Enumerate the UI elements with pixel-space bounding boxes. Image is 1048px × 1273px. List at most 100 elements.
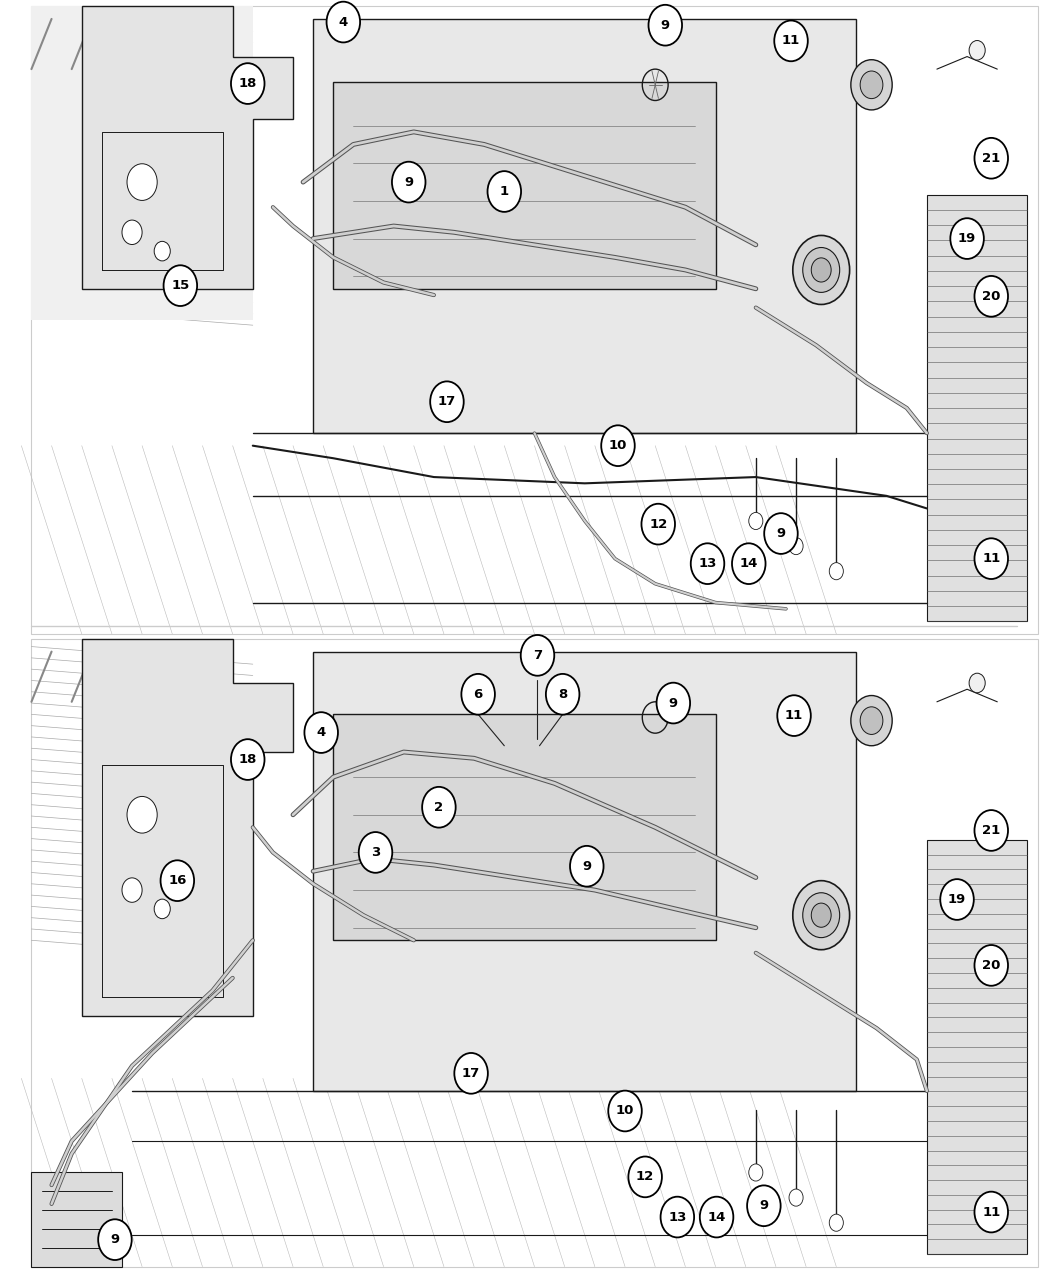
Text: 11: 11 [782,34,801,47]
Circle shape [127,797,157,833]
Text: 21: 21 [982,824,1001,836]
Text: 13: 13 [669,1211,686,1223]
Polygon shape [31,1172,122,1267]
Circle shape [792,881,850,950]
Circle shape [792,236,850,304]
Circle shape [358,833,392,873]
Text: 12: 12 [649,518,668,531]
Circle shape [975,1192,1008,1232]
Text: 13: 13 [698,558,717,570]
Circle shape [392,162,425,202]
Circle shape [570,845,604,886]
Circle shape [327,1,361,42]
Circle shape [975,538,1008,579]
Circle shape [99,1220,132,1260]
Circle shape [122,220,143,244]
Polygon shape [926,195,1027,621]
Circle shape [660,1197,694,1237]
Circle shape [969,41,985,60]
Text: 9: 9 [669,696,678,709]
Circle shape [975,810,1008,850]
Circle shape [455,1053,488,1094]
Text: 4: 4 [339,15,348,28]
Circle shape [163,265,197,306]
Circle shape [811,903,831,927]
Circle shape [160,861,194,901]
Circle shape [127,164,157,200]
Circle shape [803,247,839,293]
Text: 17: 17 [438,395,456,409]
Circle shape [608,1091,641,1132]
Circle shape [231,64,264,104]
Circle shape [860,707,882,735]
Circle shape [748,1164,763,1181]
Circle shape [422,787,456,827]
Text: 9: 9 [583,859,591,873]
Polygon shape [31,6,253,321]
Circle shape [122,878,143,903]
Circle shape [975,137,1008,178]
Circle shape [649,5,682,46]
Text: 19: 19 [947,892,966,906]
Text: 2: 2 [434,801,443,813]
Circle shape [487,171,521,211]
Circle shape [546,673,580,714]
Text: 11: 11 [982,1206,1001,1218]
Text: 3: 3 [371,847,380,859]
Circle shape [860,71,882,98]
Text: 10: 10 [616,1105,634,1118]
Text: 9: 9 [660,19,670,32]
Circle shape [851,695,892,746]
Circle shape [641,504,675,545]
Text: 8: 8 [558,687,567,700]
Text: 20: 20 [982,959,1001,971]
Circle shape [778,695,811,736]
Circle shape [829,563,844,579]
Circle shape [803,892,839,938]
Circle shape [940,880,974,920]
Circle shape [764,513,798,554]
Text: 18: 18 [239,754,257,766]
Text: 11: 11 [785,709,803,722]
Circle shape [154,899,170,919]
Text: 14: 14 [707,1211,726,1223]
Text: 9: 9 [110,1234,119,1246]
Circle shape [747,1185,781,1226]
Text: 9: 9 [777,527,786,540]
Circle shape [811,258,831,283]
Text: 17: 17 [462,1067,480,1080]
Circle shape [700,1197,734,1237]
Circle shape [732,544,765,584]
Text: 9: 9 [760,1199,768,1212]
Text: 9: 9 [405,176,413,188]
Text: 10: 10 [609,439,627,452]
Text: 7: 7 [533,649,542,662]
Bar [31,6,1038,634]
Circle shape [789,537,803,555]
Circle shape [461,673,495,714]
Circle shape [774,20,808,61]
Text: 1: 1 [500,185,509,199]
Polygon shape [313,19,856,433]
Text: 4: 4 [316,726,326,740]
Bar [31,639,1038,1267]
Circle shape [304,712,337,752]
Circle shape [951,218,984,258]
Text: 19: 19 [958,232,977,246]
Text: 18: 18 [239,78,257,90]
Polygon shape [333,81,716,289]
Circle shape [748,513,763,530]
Polygon shape [333,714,716,941]
Text: 11: 11 [982,552,1001,565]
Circle shape [691,544,724,584]
Circle shape [231,740,264,780]
Text: 16: 16 [168,875,187,887]
Polygon shape [82,6,293,289]
Circle shape [430,382,463,423]
Circle shape [851,60,892,109]
Text: 21: 21 [982,151,1001,164]
Polygon shape [926,840,1027,1254]
Text: 20: 20 [982,290,1001,303]
Circle shape [656,682,690,723]
Text: 12: 12 [636,1170,654,1184]
